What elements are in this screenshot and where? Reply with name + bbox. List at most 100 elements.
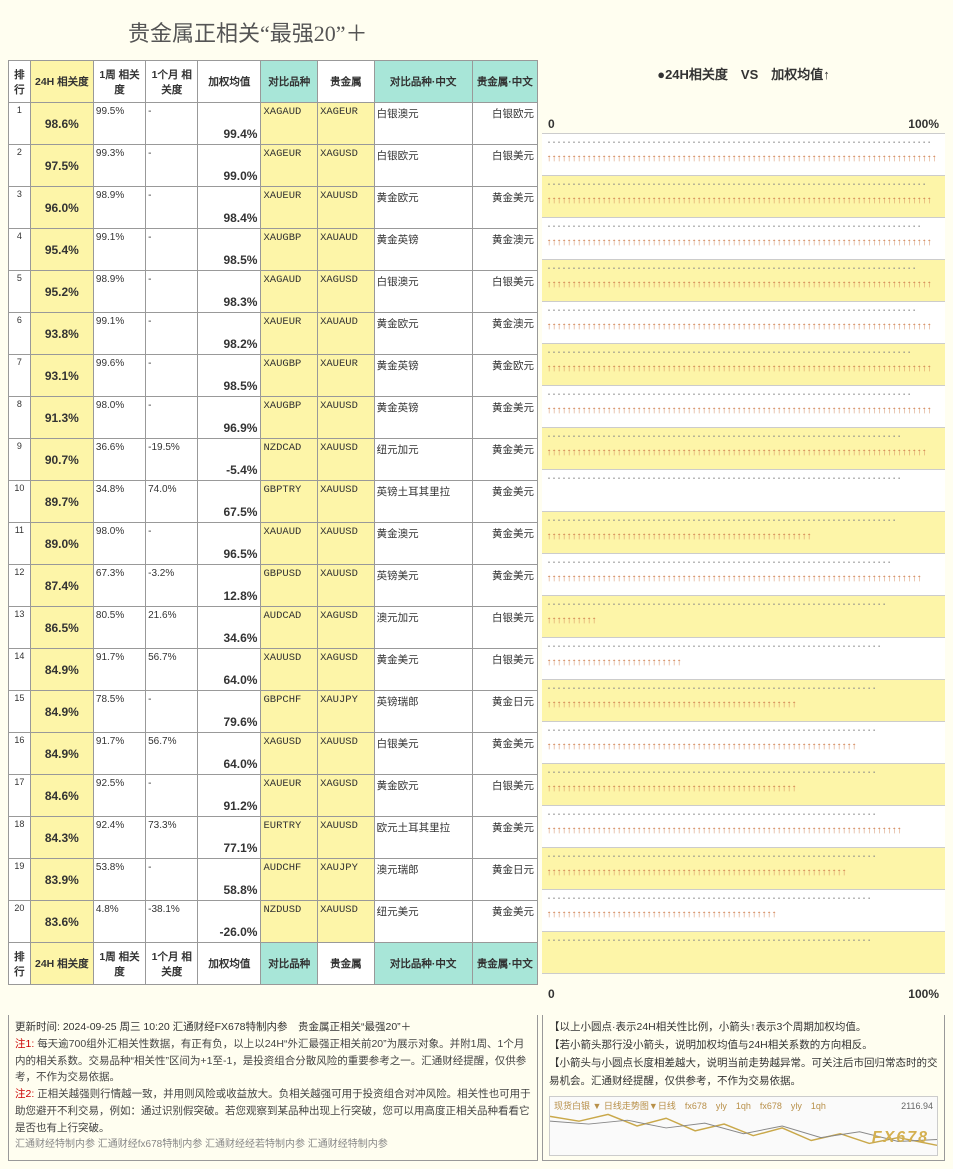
cell-rank: 15 (9, 691, 31, 733)
cell-24h: 93.8% (30, 313, 93, 355)
cell-cn2: 黄金美元 (472, 187, 537, 229)
ftr-pm: 贵金属 (318, 943, 375, 985)
table-row: 1386.5%80.5%21.6%34.6%AUDCADXAGUSD澳元加元白银… (9, 607, 538, 649)
cell-cn1: 白银澳元 (374, 271, 472, 313)
cell-sym: GBPCHF (261, 691, 318, 733)
dots-bar: ········································… (546, 767, 941, 781)
bar-row: ········································… (542, 385, 945, 427)
arrows-bar: ↑↑↑↑↑↑↑↑↑↑↑↑↑↑↑↑↑↑↑↑↑↑↑↑↑↑↑↑↑↑↑↑↑↑↑↑↑↑↑↑… (546, 867, 941, 881)
cell-rank: 14 (9, 649, 31, 691)
footer: 更新时间: 2024-09-25 周三 10:20 汇通财经FX678特制内参 … (8, 1015, 945, 1161)
table-row: 2083.6%4.8%-38.1%-26.0%NZDUSDXAUUSD纽元美元黄… (9, 901, 538, 943)
arrows-bar: ↑↑↑↑↑↑↑↑↑↑↑↑↑↑↑↑↑↑↑↑↑↑↑↑↑↑↑↑↑↑↑↑↑↑↑↑↑↑↑↑… (546, 321, 941, 335)
cell-1w: 4.8% (93, 901, 145, 943)
cell-sym: AUDCHF (261, 859, 318, 901)
table-row: 1189.0%98.0%-96.5%XAUAUDXAUUSD黄金澳元黄金美元 (9, 523, 538, 565)
cell-pm: XAUJPY (318, 691, 375, 733)
footer-legend: 【以上小圆点·表示24H相关性比例，小箭头↑表示3个周期加权均值。 【若小箭头那… (542, 1015, 945, 1161)
chart-axis-bottom: 0 100% (542, 973, 945, 1015)
chart-title: ●24H相关度 VS 加权均值↑ (542, 60, 945, 91)
cell-1w: 99.1% (93, 313, 145, 355)
cell-cn2: 白银美元 (472, 145, 537, 187)
cell-1m: -38.1% (146, 901, 198, 943)
hdr-24h: 24H 相关度 (30, 61, 93, 103)
chart-axis-top: 0 100% (542, 91, 945, 133)
cell-sym: XAGEUR (261, 145, 318, 187)
ftr-wavg: 加权均值 (198, 943, 261, 985)
cell-cn1: 英镑土耳其里拉 (374, 481, 472, 523)
arrows-bar: ↑↑↑↑↑↑↑↑↑↑↑↑↑↑↑↑↑↑↑↑↑↑↑↑↑↑↑↑↑↑↑↑↑↑↑↑↑↑↑↑… (546, 153, 941, 167)
cell-sym: EURTRY (261, 817, 318, 859)
cell-sym: NZDCAD (261, 439, 318, 481)
cell-24h: 84.9% (30, 649, 93, 691)
dots-bar: ········································… (546, 389, 941, 403)
header-row: 排行 24H 相关度 1周 相关度 1个月 相关度 加权均值 对比品种 贵金属 … (9, 61, 538, 103)
correlation-table: 排行 24H 相关度 1周 相关度 1个月 相关度 加权均值 对比品种 贵金属 … (8, 60, 538, 985)
cell-pm: XAGUSD (318, 607, 375, 649)
arrows-bar: ↑↑↑↑↑↑↑↑↑↑↑↑↑↑↑↑↑↑↑↑↑↑↑↑↑↑↑↑↑↑↑↑↑↑↑↑↑↑↑↑… (546, 405, 941, 419)
cell-cn2: 白银美元 (472, 649, 537, 691)
dots-bar: ········································… (546, 347, 941, 361)
arrows-bar: ↑↑↑↑↑↑↑↑↑↑↑↑↑↑↑↑↑↑↑↑↑↑↑↑↑↑↑↑↑↑↑↑↑↑↑↑↑↑↑↑… (546, 825, 941, 839)
cell-24h: 83.6% (30, 901, 93, 943)
note1-text: 每天逾700组外汇相关性数据，有正有负，以上以24H“外汇最强正相关前20”为展… (15, 1038, 526, 1084)
cell-cn2: 白银欧元 (472, 103, 537, 145)
cell-rank: 9 (9, 439, 31, 481)
cell-wavg: 98.2% (198, 313, 261, 355)
cell-wavg: 96.5% (198, 523, 261, 565)
ftr-1w: 1周 相关度 (93, 943, 145, 985)
cell-1m: - (146, 229, 198, 271)
dots-bar: ········································… (546, 683, 941, 697)
arrows-bar: ↑↑↑↑↑↑↑↑↑↑↑↑↑↑↑↑↑↑↑↑↑↑↑↑↑↑↑↑↑↑↑↑↑↑↑↑↑↑↑↑… (546, 573, 941, 587)
dots-bar: ········································… (546, 179, 941, 193)
axis-right-b: 100% (908, 987, 939, 1001)
axis-left: 0 (548, 117, 555, 131)
cell-1m: 21.6% (146, 607, 198, 649)
axis-left-b: 0 (548, 987, 555, 1001)
dots-bar: ········································… (546, 557, 941, 571)
cell-cn1: 白银澳元 (374, 103, 472, 145)
cell-cn2: 黄金美元 (472, 397, 537, 439)
dots-bar: ········································… (546, 221, 941, 235)
cell-1m: - (146, 103, 198, 145)
bar-row: ········································… (542, 805, 945, 847)
note1-label: 注1: (15, 1038, 34, 1050)
cell-1m: 74.0% (146, 481, 198, 523)
page-title: 贵金属正相关“最强20”＋ (8, 8, 945, 60)
table-section: 排行 24H 相关度 1周 相关度 1个月 相关度 加权均值 对比品种 贵金属 … (8, 60, 538, 1015)
cell-sym: XAUGBP (261, 397, 318, 439)
cell-24h: 84.9% (30, 733, 93, 775)
dots-bar: ········································… (546, 725, 941, 739)
dots-bar: ········································… (546, 599, 941, 613)
table-row: 1484.9%91.7%56.7%64.0%XAUUSDXAGUSD黄金美元白银… (9, 649, 538, 691)
table-row: 1089.7%34.8%74.0%67.5%GBPTRYXAUUSD英镑土耳其里… (9, 481, 538, 523)
dots-bar: ········································… (546, 851, 941, 865)
cell-1m: - (146, 187, 198, 229)
table-row: 693.8%99.1%-98.2%XAUEURXAUAUD黄金欧元黄金澳元 (9, 313, 538, 355)
dots-bar: ········································… (546, 641, 941, 655)
cell-1w: 78.5% (93, 691, 145, 733)
dots-bar: ········································… (546, 893, 941, 907)
cell-wavg: 99.4% (198, 103, 261, 145)
cell-pm: XAGUSD (318, 145, 375, 187)
cell-24h: 89.7% (30, 481, 93, 523)
bar-row: ········································… (542, 679, 945, 721)
cell-cn1: 澳元加元 (374, 607, 472, 649)
cell-cn1: 黄金英镑 (374, 355, 472, 397)
arrows-bar: ↑↑↑↑↑↑↑↑↑↑↑↑↑↑↑↑↑↑↑↑↑↑↑↑↑↑↑↑↑↑↑↑↑↑↑↑↑↑↑↑… (546, 909, 941, 923)
cell-1m: - (146, 859, 198, 901)
cell-wavg: 99.0% (198, 145, 261, 187)
dots-bar: ········································… (546, 515, 941, 529)
cell-rank: 3 (9, 187, 31, 229)
cell-24h: 83.9% (30, 859, 93, 901)
hdr-sym: 对比品种 (261, 61, 318, 103)
bar-row: ········································… (542, 427, 945, 469)
cell-pm: XAUEUR (318, 355, 375, 397)
bar-row: ········································… (542, 847, 945, 889)
cell-pm: XAGEUR (318, 103, 375, 145)
cell-pm: XAGUSD (318, 775, 375, 817)
cell-rank: 17 (9, 775, 31, 817)
cell-24h: 86.5% (30, 607, 93, 649)
cell-1w: 67.3% (93, 565, 145, 607)
cell-24h: 91.3% (30, 397, 93, 439)
